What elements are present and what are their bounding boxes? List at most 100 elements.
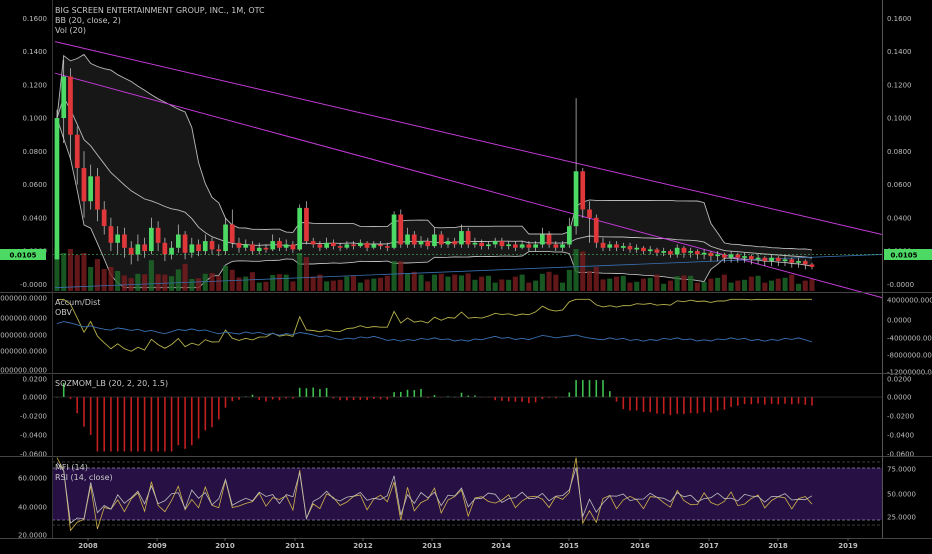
price-tick-right: 0.0600	[887, 181, 912, 189]
squeeze-bar	[258, 397, 260, 400]
volume-bar	[384, 275, 390, 291]
squeeze-bar	[629, 397, 631, 411]
candle-body	[216, 249, 222, 252]
candle-body	[445, 241, 451, 245]
volume-bar	[290, 281, 296, 291]
squeeze-bar	[352, 397, 355, 400]
mfi-line	[56, 457, 813, 532]
candle-body	[196, 244, 201, 252]
squeeze-bar	[211, 397, 213, 428]
squeeze-bar	[346, 397, 348, 401]
squeeze-bar	[110, 397, 112, 452]
candle-body	[243, 244, 249, 248]
volume-bar	[492, 282, 498, 291]
volume-bar	[506, 279, 512, 291]
squeeze-bar	[218, 397, 220, 420]
price-tick-right: 0.0400	[887, 214, 912, 222]
accum-tick-right: 4000000.0000	[887, 297, 932, 305]
volume-bar	[317, 274, 323, 291]
volume-bar	[101, 269, 107, 291]
volume-bar	[445, 276, 451, 291]
volume-bar	[344, 276, 350, 291]
volume-bar	[573, 249, 579, 291]
volume-bar	[330, 280, 336, 291]
volume-bar	[182, 263, 188, 291]
volume-bar	[721, 274, 727, 291]
squeeze-bar	[811, 397, 813, 406]
volume-bar	[94, 259, 100, 291]
candle-body	[290, 244, 296, 250]
year-tick-label: 2018	[768, 542, 788, 550]
squeeze-bar	[669, 397, 672, 416]
squeeze-bar	[635, 397, 638, 411]
price-tick-right: 0.0800	[887, 148, 912, 156]
volume-bar	[351, 275, 357, 291]
volume-bar	[789, 274, 795, 291]
volume-bar	[593, 267, 599, 291]
squeeze-histogram	[52, 380, 882, 452]
squeeze-bar	[103, 397, 105, 452]
candle-body	[573, 171, 579, 227]
squeeze-bar	[514, 397, 517, 402]
volume-bar	[613, 276, 619, 291]
volume-bar	[249, 272, 255, 291]
candle-body	[722, 254, 727, 258]
candle-body	[796, 261, 801, 263]
squeeze-bar	[703, 397, 705, 413]
candle-body	[540, 234, 545, 245]
squeeze-bar	[534, 397, 537, 403]
squeeze-bar	[204, 397, 207, 431]
volume-bar	[769, 280, 775, 291]
candle-body	[533, 244, 538, 248]
candle-body	[600, 242, 606, 248]
volume-bar	[115, 271, 121, 291]
accum-obv-pane: Accum/Dist OBV -15000000.0000 -20000000.0…	[0, 295, 932, 377]
candle-body	[742, 256, 747, 258]
squeeze-bar	[750, 397, 753, 405]
year-tick-label: 2016	[630, 542, 650, 550]
volume-bar	[121, 275, 127, 291]
squeeze-bar	[278, 397, 281, 401]
squeeze-bar	[501, 397, 503, 401]
candle-body	[715, 254, 720, 257]
candle-body	[405, 234, 410, 245]
squeeze-bar	[460, 392, 463, 397]
squeeze-bar	[170, 397, 173, 452]
candle-body	[620, 246, 626, 248]
candle-body	[202, 241, 208, 252]
volume-bar	[155, 274, 161, 291]
last-price-left: 0.0105	[9, 252, 36, 260]
volume-bar	[560, 282, 566, 291]
volume-bar	[81, 253, 87, 291]
candle-body	[749, 256, 754, 260]
price-tick-right: 0.1400	[887, 48, 912, 56]
squeeze-bar	[433, 395, 436, 397]
volume-bar	[600, 279, 606, 291]
candle-body	[229, 224, 235, 243]
volume-bar	[196, 278, 202, 291]
candle-body	[364, 242, 370, 248]
candle-body	[304, 207, 309, 242]
volume-bar	[472, 279, 478, 291]
candle-body	[809, 264, 815, 267]
volume-bar	[142, 274, 148, 291]
price-tick-left: 0.1000	[23, 115, 48, 123]
candle-body	[128, 247, 134, 255]
volume-bar	[627, 282, 633, 291]
candle-body	[627, 246, 633, 250]
volume-bar	[667, 280, 673, 291]
candle-body	[452, 241, 458, 245]
price-tick-left: -0.0000	[20, 281, 47, 289]
volume-bar	[452, 274, 458, 291]
price-tick-left: 0.0600	[23, 181, 48, 189]
squeeze-bar	[400, 391, 402, 397]
volume-bar	[202, 273, 208, 291]
candle-body	[425, 241, 431, 247]
volume-bar	[209, 273, 215, 291]
candle-body	[472, 242, 478, 245]
candle-body	[661, 251, 666, 253]
squeeze-bar	[615, 397, 618, 402]
accum-tick-right: -4000000.0000	[887, 335, 932, 343]
candle-body	[81, 168, 87, 202]
candle-body	[351, 244, 356, 247]
